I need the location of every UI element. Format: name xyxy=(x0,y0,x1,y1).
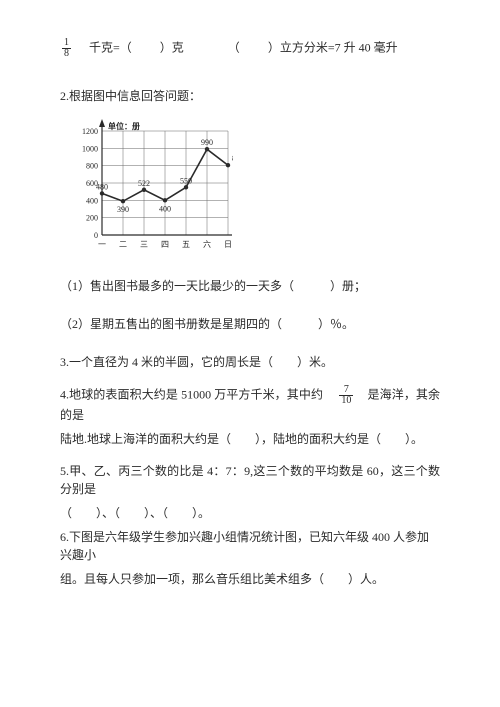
q6-b: 组。且每人只参加一项，那么音乐组比美术组多（ ）人。 xyxy=(60,570,440,588)
frac-den: 8 xyxy=(62,49,71,59)
svg-text:五: 五 xyxy=(182,240,190,249)
svg-text:日: 日 xyxy=(224,240,232,249)
svg-text:400: 400 xyxy=(159,204,171,213)
q4-a: 4.地球的表面积大约是 51000 万平方千米，其中约 xyxy=(60,387,323,401)
chart-svg: 020040060080010001200一二三四五六日单位：册48039052… xyxy=(68,117,233,252)
line-chart: 020040060080010001200一二三四五六日单位：册48039052… xyxy=(68,117,440,257)
q2-sub1: （1）售出图书最多的一天比最少的一天多（ ）册； xyxy=(60,277,440,295)
svg-text:200: 200 xyxy=(86,214,98,223)
q5-b: （ ）、（ ）、（ ）。 xyxy=(60,504,440,522)
q4-line1: 4.地球的表面积大约是 51000 万平方千米，其中约 7 10 是海洋，其余的… xyxy=(60,385,440,424)
q1-line: 1 8 千克=（ ）克 （ ）立方分米=7 升 40 毫升 xyxy=(60,38,440,59)
q1-text-c: （ xyxy=(228,40,240,54)
svg-text:一: 一 xyxy=(98,240,106,249)
svg-text:805: 805 xyxy=(232,154,233,163)
frac-den: 10 xyxy=(339,396,353,406)
q1-text-a: 千克=（ xyxy=(89,40,132,54)
q1-text-b: ）克 xyxy=(160,40,184,54)
svg-text:480: 480 xyxy=(96,182,108,191)
q5-a: 5.甲、乙、丙三个数的比是 4：7：9,这三个数的平均数是 60，这三个数分别是 xyxy=(60,462,440,498)
q2-sub2: （2）星期五售出的图书册数是星期四的（ ）％。 xyxy=(60,315,440,333)
svg-text:800: 800 xyxy=(86,162,98,171)
fraction-7-10: 7 10 xyxy=(339,385,353,406)
svg-text:六: 六 xyxy=(203,239,211,249)
svg-text:990: 990 xyxy=(201,138,213,147)
fraction-1-8: 1 8 xyxy=(62,38,71,59)
svg-text:390: 390 xyxy=(117,205,129,214)
svg-text:522: 522 xyxy=(138,179,150,188)
svg-text:1200: 1200 xyxy=(82,127,98,136)
q1-text-d: ）立方分米=7 升 40 毫升 xyxy=(268,40,398,54)
svg-text:三: 三 xyxy=(140,240,148,249)
q4-c: 陆地.地球上海洋的面积大约是（ ），陆地的面积大约是（ ）。 xyxy=(60,430,440,448)
q6-a: 6.下图是六年级学生参加兴趣小组情况统计图，已知六年级 400 人参加兴趣小 xyxy=(60,528,440,564)
q2-title: 2.根据图中信息回答问题： xyxy=(60,87,440,105)
svg-text:550: 550 xyxy=(180,176,192,185)
q3: 3.一个直径为 4 米的半圆，它的周长是（ ）米。 xyxy=(60,353,440,371)
svg-text:单位：册: 单位：册 xyxy=(108,121,140,131)
svg-text:四: 四 xyxy=(161,240,169,249)
svg-text:0: 0 xyxy=(94,231,98,240)
svg-text:1000: 1000 xyxy=(82,144,98,153)
svg-text:400: 400 xyxy=(86,196,98,205)
svg-text:二: 二 xyxy=(119,240,127,249)
